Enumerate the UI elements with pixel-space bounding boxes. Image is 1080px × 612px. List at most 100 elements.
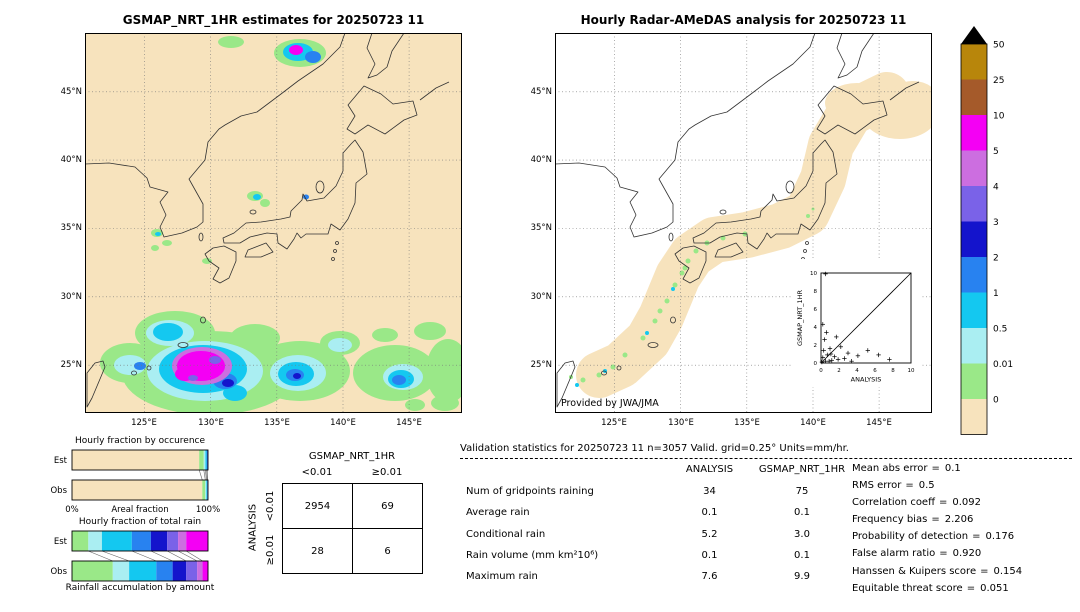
right-lat-35: 35°N [530, 223, 552, 233]
svg-text:6: 6 [814, 307, 818, 313]
occurrence-x-max-label: 100% [195, 505, 221, 515]
validation-value: 34 [703, 486, 716, 497]
grid-lines [85, 33, 462, 413]
inset-diagonal-line [820, 272, 912, 364]
svg-text:5: 5 [993, 147, 999, 157]
svg-text:1: 1 [993, 289, 999, 299]
validation-col-gsmap: GSMAP_NRT_1HR [758, 464, 846, 475]
scatter-inset: 0 2 4 6 8 10 0 2 4 6 8 10 ANALYSIS GSMAP… [791, 259, 921, 387]
validation-title: Validation statistics for 20250723 11 n=… [460, 443, 849, 454]
left-lon-145: 145°E [396, 418, 422, 428]
svg-text:0.5: 0.5 [993, 325, 1007, 335]
occurrence-chart-title: Hourly fraction by occurence [74, 436, 206, 446]
validation-value: 9.9 [794, 571, 810, 582]
validation-row-label: Average rain [466, 507, 530, 518]
validation-value: 75 [795, 486, 809, 497]
inset-scatter-points [819, 271, 892, 365]
svg-text:2: 2 [814, 343, 818, 349]
right-lat-45: 45°N [530, 87, 552, 97]
validation-value: 3.0 [794, 529, 810, 540]
validation-value: 7.6 [701, 571, 718, 582]
svg-text:4: 4 [855, 368, 859, 374]
right-lat-30: 30°N [530, 292, 552, 302]
validation-col-analysis: ANALYSIS [685, 464, 734, 475]
svg-text:Obs: Obs [50, 567, 67, 577]
left-lat-45: 45°N [60, 87, 82, 97]
credit-text: Provided by JWA/JMA [561, 398, 659, 409]
contingency-row-label-lt: <0.01 [265, 490, 276, 522]
inset-y-ticks: 0 2 4 6 8 10 [810, 271, 818, 367]
dashed-divider [460, 458, 1072, 459]
contingency-cell-10: 28 [282, 528, 353, 574]
svg-text:10: 10 [908, 368, 915, 374]
left-lat-25: 25°N [60, 360, 82, 370]
inset-x-axis-label: ANALYSIS [851, 376, 882, 384]
svg-text:4: 4 [814, 325, 818, 331]
right-map-frame [555, 33, 932, 413]
contingency-row-label-ge: ≥0.01 [265, 534, 276, 566]
svg-text:10: 10 [993, 112, 1005, 122]
svg-text:Est: Est [54, 537, 68, 547]
left-map-frame [85, 33, 462, 413]
svg-text:0: 0 [993, 396, 999, 406]
svg-text:Est: Est [54, 456, 68, 466]
contingency-row-header: ANALYSIS [247, 503, 259, 552]
right-lon-135: 135°E [734, 418, 760, 428]
coastlines [85, 33, 450, 408]
svg-text:50: 50 [993, 41, 1005, 51]
right-lon-130: 130°E [668, 418, 694, 428]
svg-text:8: 8 [891, 368, 895, 374]
score-far: False alarm ratio = 0.920 [852, 548, 982, 559]
svg-text:2: 2 [837, 368, 841, 374]
colorbar-scale: 50 25 10 5 4 3 2 1 0.5 0.01 0 [960, 26, 1013, 435]
svg-text:0: 0 [819, 368, 823, 374]
contingency-column-header: GSMAP_NRT_1HR [308, 451, 396, 462]
svg-text:0.01: 0.01 [993, 360, 1013, 370]
validation-value: 5.2 [701, 529, 718, 540]
occurrence-x-min-label: 0% [65, 505, 79, 515]
left-lat-40: 40°N [60, 155, 82, 165]
contingency-col-label-lt: <0.01 [301, 467, 333, 478]
right-lon-125: 125°E [601, 418, 627, 428]
validation-row-label: Maximum rain [466, 571, 538, 582]
score-hanssen-kuipers: Hanssen & Kuipers score = 0.154 [852, 566, 1023, 577]
svg-text:6: 6 [873, 368, 877, 374]
totalrain-chart-title: Hourly fraction of total rain [78, 517, 202, 527]
validation-value: 0.1 [701, 507, 718, 518]
right-lon-140: 140°E [800, 418, 826, 428]
precipitation-field [100, 36, 462, 413]
validation-row-label: Rain volume (mm km²10⁶) [466, 550, 599, 561]
validation-value: 0.1 [701, 550, 718, 561]
score-pod: Probability of detection = 0.176 [852, 531, 1015, 542]
totalrain-caption: Rainfall accumulation by amount [65, 583, 215, 593]
contingency-table: 2954 69 28 6 [282, 483, 423, 574]
left-lon-125: 125°E [131, 418, 157, 428]
svg-text:3: 3 [993, 218, 999, 228]
score-frequency-bias: Frequency bias = 2.206 [852, 514, 974, 525]
contingency-col-label-ge: ≥0.01 [371, 467, 403, 478]
totalrain-stacked-bars: Est Obs [50, 530, 209, 582]
inset-y-axis-label: GSMAP_NRT_1HR [796, 289, 804, 346]
left-lat-35: 35°N [60, 223, 82, 233]
colorbar: 50 25 10 5 4 3 2 1 0.5 0.01 0 [960, 26, 1013, 435]
left-lon-130: 130°E [198, 418, 224, 428]
validation-row-label: Conditional rain [466, 529, 546, 540]
svg-text:Obs: Obs [50, 486, 67, 496]
validation-row-label: Num of gridpoints raining [466, 486, 594, 497]
right-map-title: Hourly Radar-AMeDAS analysis for 2025072… [580, 13, 907, 27]
right-lon-145: 145°E [866, 418, 892, 428]
svg-text:4: 4 [993, 183, 999, 193]
validation-value: 0.1 [794, 550, 810, 561]
svg-text:25: 25 [993, 76, 1004, 86]
inset-x-ticks: 0 2 4 6 8 10 [819, 368, 915, 374]
contingency-cell-01: 69 [352, 483, 423, 529]
right-precip-map-svg: 0 2 4 6 8 10 0 2 4 6 8 10 ANALYSIS GSMAP… [555, 33, 932, 413]
right-lat-40: 40°N [530, 155, 552, 165]
left-lon-140: 140°E [330, 418, 356, 428]
score-equitable-threat: Equitable threat score = 0.051 [852, 583, 1009, 594]
score-rms-error: RMS error = 0.5 [852, 480, 935, 491]
analysis-light-rain-swath [576, 72, 932, 398]
right-lat-25: 25°N [530, 360, 552, 370]
validation-value: 0.1 [794, 507, 810, 518]
